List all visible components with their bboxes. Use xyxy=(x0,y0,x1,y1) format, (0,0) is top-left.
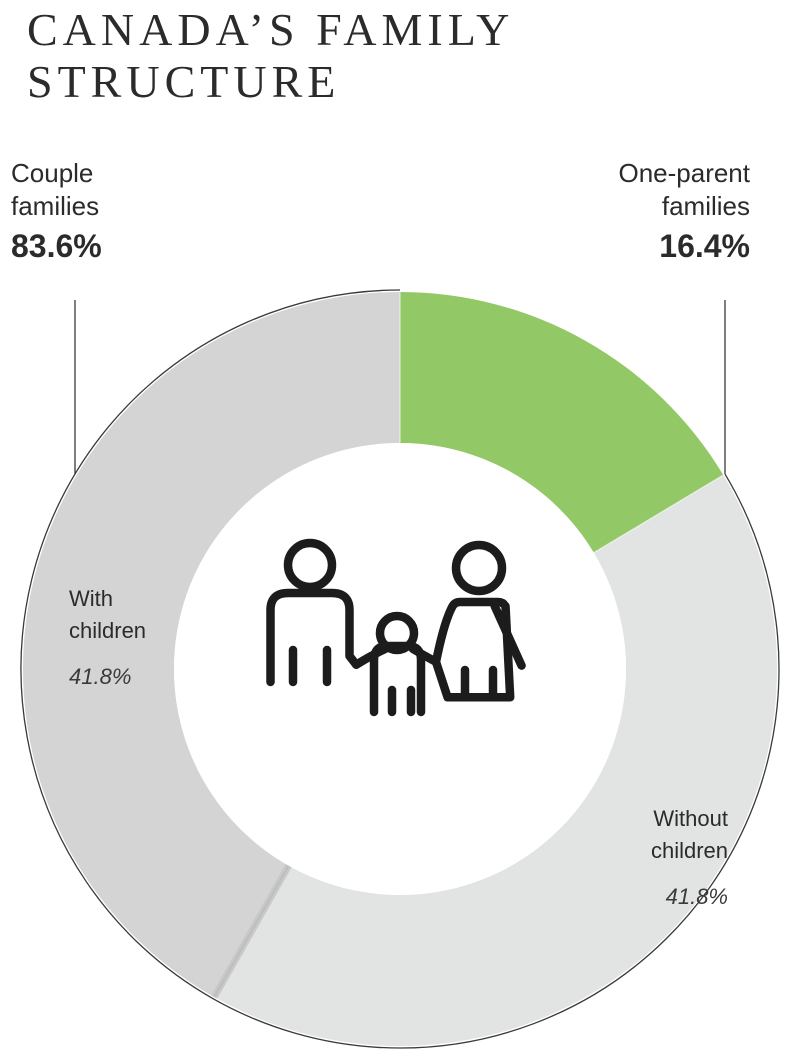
svg-text:With: With xyxy=(69,586,113,611)
svg-text:Without: Without xyxy=(653,806,728,831)
svg-text:41.8%: 41.8% xyxy=(69,664,131,689)
svg-text:children: children xyxy=(651,838,728,863)
svg-text:children: children xyxy=(69,618,146,643)
svg-text:41.8%: 41.8% xyxy=(666,884,728,909)
